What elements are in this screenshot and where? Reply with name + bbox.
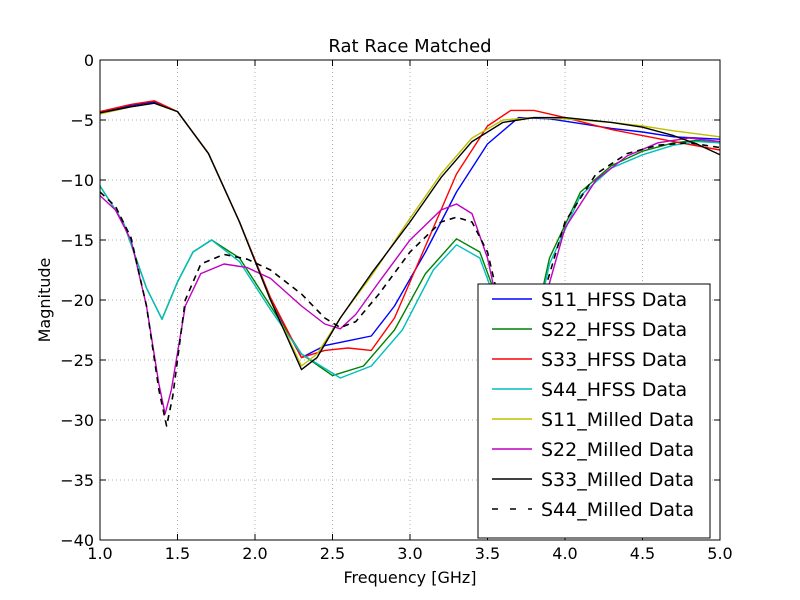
legend-label: S11_Milled Data <box>541 409 694 431</box>
x-tick-label: 3.0 <box>397 544 422 563</box>
y-tick-label: 0 <box>84 51 94 70</box>
x-tick-label: 2.0 <box>242 544 267 563</box>
series-layer <box>100 100 720 539</box>
x-tick-label: 2.5 <box>320 544 345 563</box>
legend-label: S22_Milled Data <box>541 439 694 461</box>
y-tick-label: −25 <box>60 351 94 370</box>
x-tick-label: 3.5 <box>475 544 500 563</box>
y-tick-label: −10 <box>60 171 94 190</box>
x-tick-label: 4.5 <box>630 544 655 563</box>
legend-label: S11_HFSS Data <box>541 289 687 311</box>
legend-label: S44_HFSS Data <box>541 379 687 401</box>
series-line-8 <box>100 142 720 439</box>
y-tick-label: −15 <box>60 231 94 250</box>
series-line-7 <box>100 102 720 371</box>
legend-label: S44_Milled Data <box>541 499 694 521</box>
y-tick-label: −40 <box>60 531 94 550</box>
x-tick-label: 1.5 <box>165 544 190 563</box>
x-axis-label: Frequency [GHz] <box>343 568 476 587</box>
y-tick-label: −5 <box>70 111 94 130</box>
legend-label: S33_HFSS Data <box>541 349 687 371</box>
y-tick-label: −35 <box>60 471 94 490</box>
legend-label: S22_HFSS Data <box>541 319 687 341</box>
y-tick-label: −30 <box>60 411 94 430</box>
series-line-6 <box>100 137 720 539</box>
chart-title: Rat Race Matched <box>328 36 491 57</box>
y-axis-label: Magnitude <box>35 258 54 343</box>
legend: S11_HFSS Data S22_HFSS Data S33_HFSS Data S… <box>477 283 711 539</box>
x-tick-label: 4.0 <box>552 544 577 563</box>
ticks: 1.0 1.5 2.0 2.5 3.0 3.5 4.0 4.5 5.0 0 −5 −10 −15 −20 −… <box>60 51 732 563</box>
x-tick-label: 1.0 <box>87 544 112 563</box>
legend-box <box>477 283 711 539</box>
x-tick-label: 5.0 <box>707 544 732 563</box>
legend-label: S33_Milled Data <box>541 469 694 491</box>
series-line-4 <box>100 140 720 439</box>
y-tick-label: −20 <box>60 291 94 310</box>
